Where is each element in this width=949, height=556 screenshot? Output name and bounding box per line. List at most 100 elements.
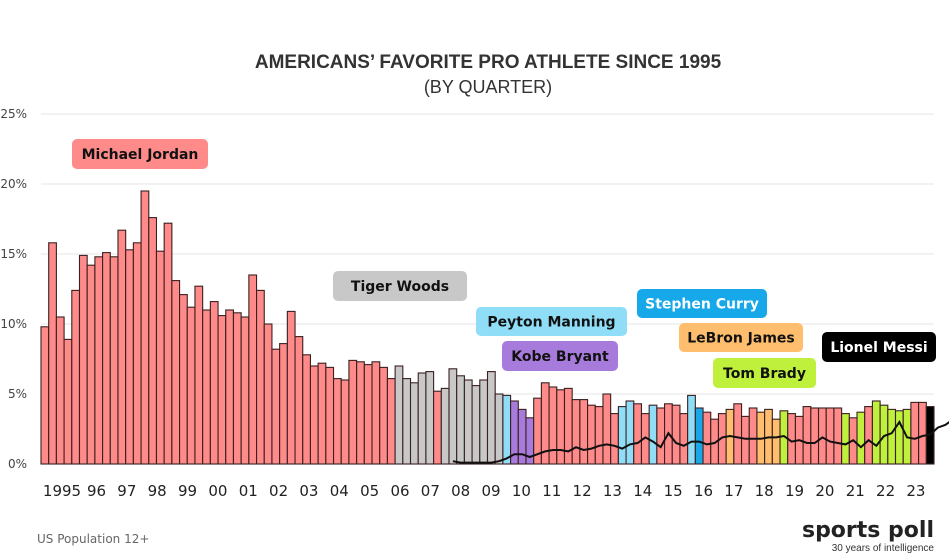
bar	[733, 403, 743, 465]
bar	[825, 407, 835, 465]
bar	[548, 386, 558, 465]
x-tick-label: 06	[390, 482, 409, 500]
bar	[563, 387, 573, 465]
bar	[55, 316, 65, 465]
bar	[810, 407, 820, 465]
y-tick-label: 0%	[8, 457, 27, 471]
bar	[748, 407, 758, 465]
bar	[94, 256, 104, 465]
x-tick-label: 98	[148, 482, 167, 500]
bar	[671, 404, 681, 465]
bar	[610, 413, 619, 465]
bar	[856, 411, 866, 465]
bar	[163, 222, 173, 465]
bar	[802, 406, 812, 465]
athlete-label-text: Kobe Bryant	[511, 349, 609, 365]
population-note: US Population 12+	[37, 532, 149, 546]
y-tick-label: 15%	[0, 247, 27, 261]
bar	[332, 378, 342, 465]
bar	[494, 393, 504, 465]
athlete-label-box	[333, 271, 467, 301]
x-tick-label: 09	[482, 482, 501, 500]
bar	[602, 393, 612, 465]
athlete-label: Tom Brady	[713, 358, 816, 388]
bar	[871, 400, 881, 465]
bar	[286, 310, 296, 465]
bar	[217, 315, 227, 465]
x-tick-label: 22	[876, 482, 895, 500]
x-tick-label: 08	[451, 482, 470, 500]
bar	[841, 413, 850, 465]
bar	[702, 411, 712, 465]
bar	[587, 404, 596, 465]
bar	[833, 407, 843, 465]
x-tick-label: 05	[360, 482, 379, 500]
bar	[309, 365, 319, 465]
bar	[294, 336, 304, 465]
bar	[479, 379, 489, 465]
bar	[271, 348, 281, 465]
bar	[386, 378, 396, 465]
x-tick-label: 07	[421, 482, 440, 500]
athlete-label: LeBron James	[679, 323, 803, 352]
x-tick-label: 99	[178, 482, 197, 500]
bar	[132, 242, 142, 465]
x-tick-label: 00	[208, 482, 227, 500]
athlete-label-box	[713, 358, 816, 388]
bar	[379, 366, 388, 465]
bar	[117, 229, 127, 465]
athlete-label-text: Lionel Messi	[830, 340, 927, 356]
bar	[625, 400, 635, 465]
bar	[918, 401, 927, 465]
bar	[209, 301, 219, 465]
bar	[394, 365, 404, 465]
athlete-label: Tiger Woods	[333, 271, 467, 301]
bar	[356, 361, 365, 465]
bar	[694, 407, 704, 465]
y-tick-label: 5%	[8, 387, 27, 401]
bar	[263, 323, 273, 465]
bar	[417, 372, 427, 465]
x-tick-label: 97	[117, 482, 136, 500]
bar	[409, 382, 419, 465]
x-tick-label: 96	[87, 482, 106, 500]
bar	[179, 294, 188, 465]
chart-title: AMERICANS’ FAVORITE PRO ATHLETE SINCE 19…	[255, 52, 722, 73]
athlete-label-text: Peyton Manning	[487, 315, 615, 331]
bars	[40, 190, 935, 465]
bar	[317, 362, 327, 465]
x-tick-label: 23	[906, 482, 925, 500]
chart-subtitle: (BY QUARTER)	[424, 77, 552, 97]
bar	[486, 371, 496, 465]
x-tick-label: 21	[846, 482, 865, 500]
bar	[232, 312, 242, 465]
brand-logo: sports poll	[802, 518, 934, 543]
bar	[740, 415, 750, 465]
bar	[648, 404, 658, 465]
athlete-label-text: Stephen Curry	[645, 297, 759, 313]
bar	[256, 289, 265, 465]
bar	[502, 394, 512, 465]
x-tick-label: 01	[239, 482, 258, 500]
bar	[571, 399, 581, 465]
x-tick-label: 11	[542, 482, 561, 500]
bar	[463, 379, 473, 465]
bar	[40, 326, 50, 465]
athlete-label-box	[822, 332, 936, 362]
x-tick-label: 03	[299, 482, 318, 500]
bar	[687, 394, 696, 465]
bar	[817, 407, 827, 465]
bar	[155, 250, 165, 465]
x-tick-label: 10	[512, 482, 531, 500]
x-tick-label: 15	[664, 482, 683, 500]
bar	[279, 343, 288, 465]
bar	[679, 413, 689, 465]
brand-tagline: 30 years of intelligence	[832, 543, 935, 554]
x-tick-label: 19	[785, 482, 804, 500]
y-tick-label: 10%	[0, 317, 27, 331]
bar	[887, 408, 897, 465]
bar	[171, 280, 181, 465]
x-axis-ticks: 1995 96 97 98 99 00 01 02 03 04 05 06 07 08 09 10 11 12 13…	[43, 482, 926, 500]
bar	[440, 387, 450, 465]
